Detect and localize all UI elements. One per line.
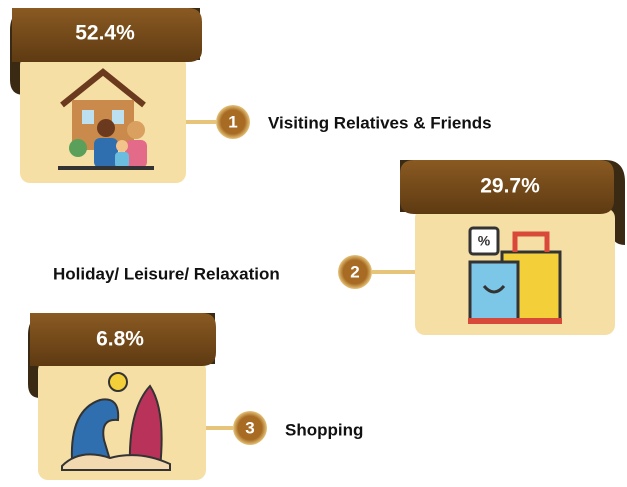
item-1: 52.4% 1 Visiting Relatives & Friends: [10, 8, 492, 183]
number: 2: [350, 262, 359, 281]
label: Shopping: [285, 420, 363, 439]
item-3: 6.8% 3 Shopping: [28, 313, 363, 480]
infographic: 52.4% 1 Visiting Relatives & Friends 29.…: [0, 0, 627, 487]
label: Visiting Relatives & Friends: [268, 113, 492, 132]
label: Holiday/ Leisure/ Relaxation: [53, 264, 280, 283]
number: 3: [245, 418, 254, 437]
item-2: 29.7% % 2 Holiday/ Leisure/ Relaxation: [53, 160, 625, 335]
percent: 52.4%: [75, 22, 135, 45]
percent: 29.7%: [480, 175, 540, 198]
svg-text:%: %: [478, 233, 491, 249]
bags-icon: %: [468, 228, 562, 324]
number: 1: [228, 112, 237, 131]
percent: 6.8%: [96, 328, 144, 351]
